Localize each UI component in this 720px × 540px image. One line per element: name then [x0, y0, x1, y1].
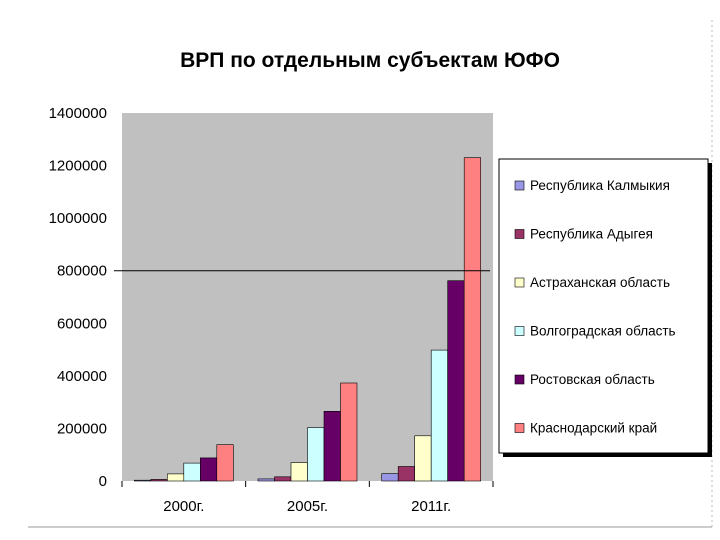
- legend-label: Ростовская область: [530, 372, 655, 387]
- x-tick-label: 2011г.: [411, 498, 451, 515]
- bar: [430, 349, 449, 482]
- bar: [323, 410, 341, 482]
- y-tick-label: 400000: [57, 368, 107, 385]
- bar: [257, 478, 275, 482]
- bar: [274, 476, 292, 482]
- bar: [307, 427, 325, 482]
- bar: [183, 462, 201, 482]
- legend-label: Краснодарский край: [530, 421, 657, 436]
- legend-items: Республика Калмыкия Республика Адыгея Астр…: [514, 178, 676, 436]
- y-tick-label: 800000: [57, 263, 107, 280]
- bars-group: [134, 157, 482, 482]
- legend-label: Республика Калмыкия: [530, 178, 670, 193]
- legend-swatch: [514, 180, 525, 191]
- bar: [200, 457, 218, 482]
- y-tick-label: 1400000: [49, 105, 107, 122]
- bar: [381, 473, 399, 482]
- legend: [498, 158, 709, 454]
- legend-label: Астраханская область: [530, 275, 670, 290]
- y-tick-label: 1200000: [49, 158, 107, 175]
- y-tick-label: 200000: [57, 420, 107, 437]
- chart-title: ВРП по отдельным субъектам ЮФО: [180, 49, 560, 72]
- y-tick-label: 0: [99, 473, 107, 490]
- x-tick-label: 2005г.: [287, 498, 328, 515]
- legend-swatch: [514, 374, 525, 385]
- bar: [414, 435, 432, 482]
- x-tick-label: 2000г.: [163, 498, 204, 515]
- x-axis: 2000г. 2005г. 2011г.: [121, 481, 494, 515]
- bar: [134, 479, 152, 482]
- bar: [340, 382, 358, 482]
- bar: [463, 157, 482, 482]
- y-tick-label: 1000000: [49, 210, 107, 227]
- legend-label: Республика Адыгея: [530, 227, 653, 242]
- legend-swatch: [514, 277, 525, 288]
- bar: [216, 444, 234, 482]
- bar: [167, 473, 185, 482]
- bar: [447, 280, 465, 482]
- bar: [150, 479, 168, 482]
- y-axis: 0 200000 400000 600000 800000 1000000 1200000 1…: [49, 105, 107, 490]
- y-tick-label: 600000: [57, 315, 107, 332]
- legend-swatch: [514, 229, 525, 239]
- bar: [397, 466, 416, 482]
- legend-swatch: [514, 326, 525, 336]
- legend-label: Волгоградская область: [530, 324, 676, 339]
- bar: [290, 462, 308, 482]
- legend-swatch: [514, 423, 525, 433]
